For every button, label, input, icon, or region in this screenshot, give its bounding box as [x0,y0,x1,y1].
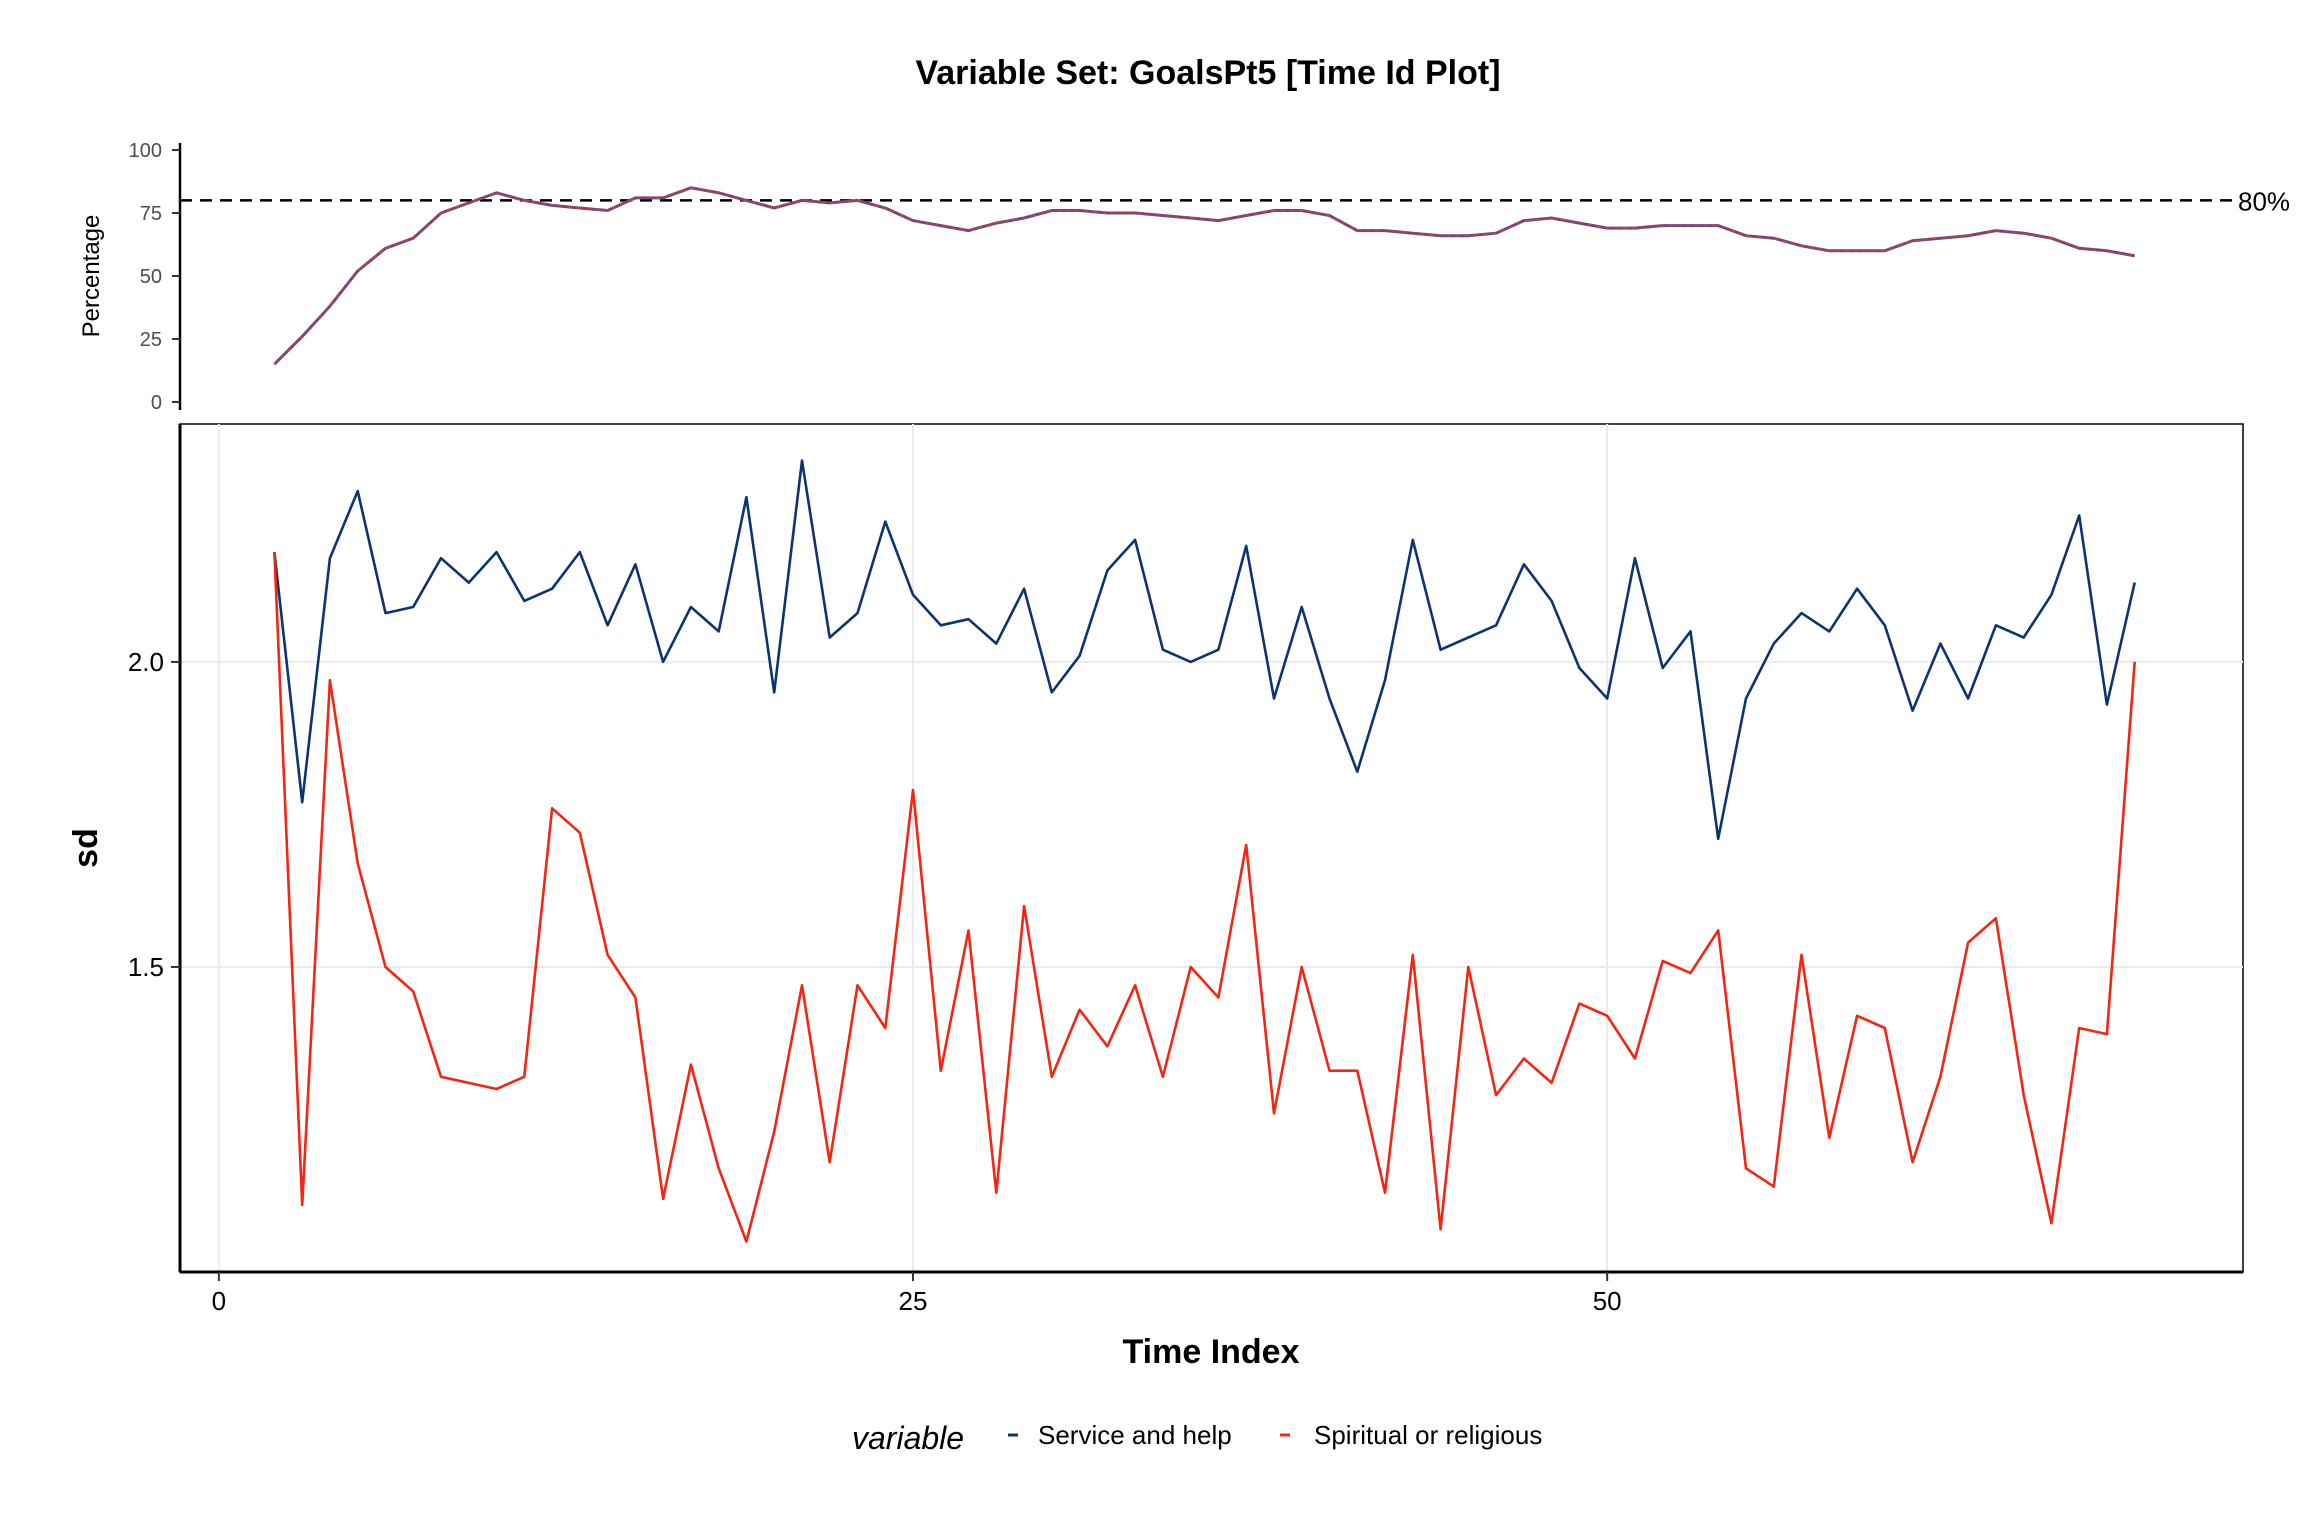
series-line-service-and-help [273,459,2136,841]
y-tick-label: 2.0 [128,647,164,677]
legend-title: variable [852,1420,964,1456]
legend-label-service-and-help: Service and help [1038,1420,1232,1450]
sd-panel: 0 25 50 1.5 2.0 Time Index sd [67,423,2244,1371]
percentage-line-overlay [273,186,2135,365]
top-y-tick-label: 0 [151,392,162,414]
top-y-tick-label: 75 [140,203,162,225]
chart-title: Variable Set: GoalsPt5 [Time Id Plot] [915,54,1500,92]
legend: variable Service and help Spiritual or r… [852,1420,1542,1456]
series-lines [273,459,2136,1243]
top-y-tick-label: 25 [140,329,162,351]
percentage-line [273,186,2135,366]
top-y-tick-label: 50 [140,266,162,288]
reference-line-label: 80% [2238,186,2290,216]
top-y-ticks: 0 25 50 75 100 [129,140,180,414]
x-tick-label: 0 [212,1286,226,1316]
y-ticks: 1.5 2.0 [128,647,180,982]
series-line-spiritual-or-religious [273,552,2136,1243]
x-tick-label: 25 [899,1286,928,1316]
percentage-panel: 0 25 50 75 100 Percentage 80% [78,140,2290,414]
x-tick-label: 50 [1593,1286,1622,1316]
y-axis-title: sd [67,828,105,868]
x-ticks: 0 25 50 [212,1272,1622,1316]
legend-label-spiritual-or-religious: Spiritual or religious [1314,1420,1542,1450]
x-axis-title: Time Index [1123,1333,1300,1371]
top-y-tick-label: 100 [129,140,162,162]
top-y-axis-title: Percentage [78,215,105,338]
grid [180,424,2243,1272]
plot-background [179,423,2244,1273]
y-tick-label: 1.5 [128,952,164,982]
